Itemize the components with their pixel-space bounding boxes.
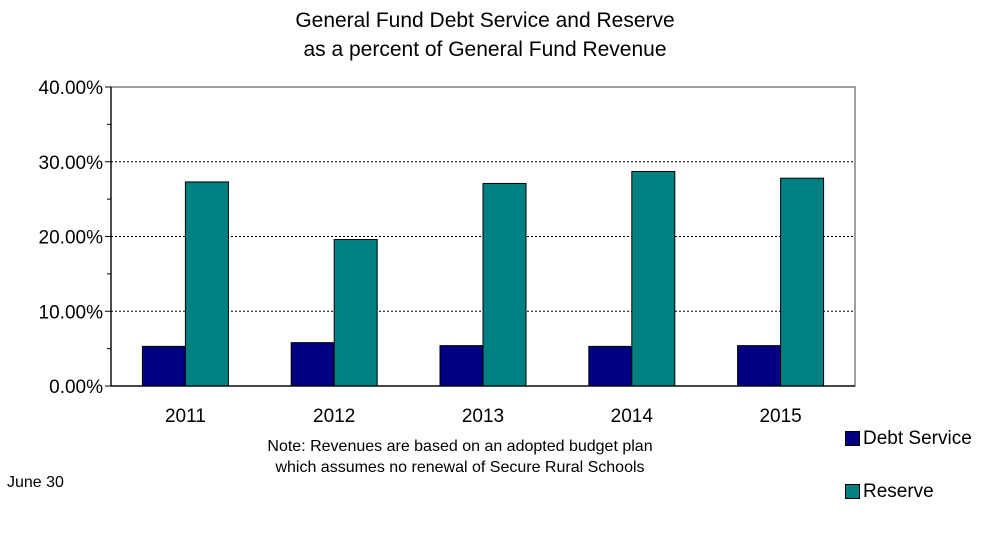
legend: Debt Service Reserve	[845, 427, 972, 533]
y-tick-label: 20.00%	[39, 228, 104, 249]
x-tick-label: 2015	[759, 406, 801, 427]
bar-reserve-2013	[482, 182, 527, 387]
legend-swatch-debt-service	[845, 431, 860, 446]
x-tick-label: 2013	[462, 406, 504, 427]
bar-chart: 0.00% 10.00% 20.00% 30.00% 40.00% 2011 2012 201…	[39, 78, 856, 427]
bar-debt-service-2012	[290, 342, 335, 387]
bar-debt-service-2013	[439, 345, 484, 387]
legend-item-debt-service: Debt Service	[845, 427, 972, 450]
bar-reserve-2015	[780, 177, 825, 387]
x-tick-label: 2014	[611, 406, 654, 427]
chart-note: Note: Revenues are based on an adopted b…	[160, 436, 760, 478]
y-tick-label: 30.00%	[39, 153, 104, 174]
bar-reserve-2012	[333, 238, 378, 387]
bar-debt-service-2011	[141, 345, 186, 387]
legend-label-reserve: Reserve	[863, 480, 934, 502]
y-tick-label: 0.00%	[49, 377, 103, 398]
x-tick-label: 2011	[165, 406, 206, 427]
footer-date: June 30	[7, 474, 64, 491]
note-line-1: Note: Revenues are based on an adopted b…	[267, 438, 653, 455]
y-tick-label: 40.00%	[39, 78, 104, 99]
chart-title: General Fund Debt Service and Reserve as…	[100, 6, 870, 64]
legend-label-debt-service: Debt Service	[863, 427, 972, 449]
note-line-2: which assumes no renewal of Secure Rural…	[275, 459, 645, 476]
legend-swatch-reserve	[845, 484, 860, 499]
y-tick-label: 10.00%	[39, 302, 104, 323]
bar-debt-service-2015	[737, 345, 782, 387]
chart-title-line-1: General Fund Debt Service and Reserve	[295, 9, 675, 32]
bar-debt-service-2014	[588, 345, 633, 387]
legend-item-reserve: Reserve	[845, 480, 972, 503]
bar-reserve-2014	[631, 170, 676, 387]
chart-title-line-2: as a percent of General Fund Revenue	[303, 38, 667, 61]
bar-reserve-2011	[184, 181, 229, 387]
x-tick-label: 2012	[313, 406, 355, 427]
